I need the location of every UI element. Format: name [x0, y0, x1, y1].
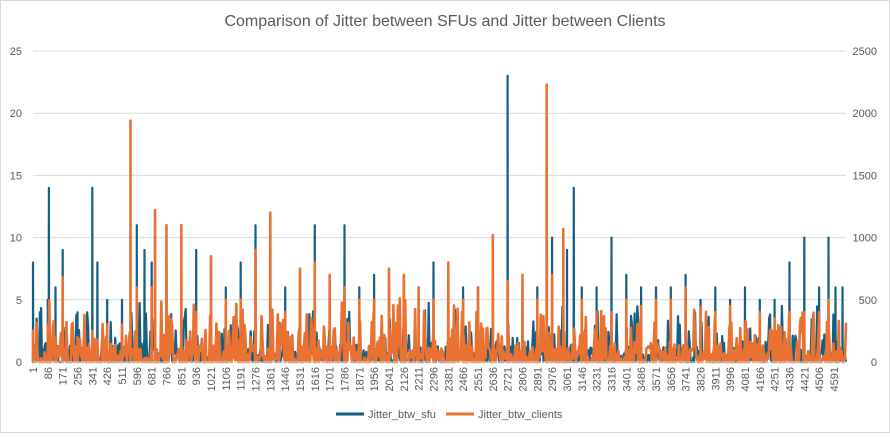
- x-tick-label: 2721: [503, 367, 515, 391]
- x-tick-label: 1: [28, 367, 40, 373]
- x-tick-label: 1531: [295, 367, 307, 391]
- x-tick-label: 1021: [206, 367, 218, 391]
- y-left-tick-label: 10: [10, 233, 22, 245]
- x-tick-label: 1446: [280, 367, 292, 391]
- x-tick-label: 2296: [428, 367, 440, 391]
- x-tick-label: 3401: [621, 367, 633, 391]
- x-tick-label: 4166: [755, 367, 767, 391]
- x-tick-label: 2551: [473, 367, 485, 391]
- x-tick-label: 171: [58, 367, 70, 385]
- x-tick-label: 851: [176, 367, 188, 385]
- x-tick-label: 1701: [325, 367, 337, 391]
- y-axis-right: 0 500 1000 1500 2000 2500: [853, 46, 877, 369]
- x-tick-label: 256: [72, 367, 84, 385]
- series-group: [31, 74, 848, 364]
- chart-title: Comparison of Jitter between SFUs and Ji…: [224, 13, 665, 30]
- x-tick-label: 4081: [740, 367, 752, 391]
- x-tick-label: 1786: [339, 367, 351, 391]
- x-tick-label: 2636: [488, 367, 500, 391]
- x-tick-label: 3486: [636, 367, 648, 391]
- x-tick-label: 3146: [577, 367, 589, 391]
- x-tick-label: 2466: [458, 367, 470, 391]
- x-tick-label: 2381: [443, 367, 455, 391]
- x-tick-label: 1956: [369, 367, 381, 391]
- x-tick-label: 426: [102, 367, 114, 385]
- x-tick-label: 2891: [532, 367, 544, 391]
- x-tick-label: 4591: [829, 367, 841, 391]
- y-axis-left: 0 5 10 15 20 25: [10, 46, 22, 369]
- y-left-tick-label: 20: [10, 108, 22, 120]
- x-tick-label: 2211: [414, 367, 426, 391]
- y-left-tick-label: 5: [16, 295, 22, 307]
- x-tick-label: 3656: [666, 367, 678, 391]
- x-tick-label: 1361: [265, 367, 277, 391]
- x-tick-label: 596: [132, 367, 144, 385]
- x-axis: 1 86 171 256 341 426 511 596 681 766 851 936 1021 110…: [28, 367, 841, 391]
- x-tick-label: 1106: [221, 367, 233, 391]
- x-tick-label: 4251: [770, 367, 782, 391]
- x-tick-label: 1871: [354, 367, 366, 391]
- y-right-tick-label: 1500: [853, 170, 877, 182]
- x-tick-label: 3571: [651, 367, 663, 391]
- y-right-tick-label: 1000: [853, 233, 877, 245]
- x-tick-label: 3911: [710, 367, 722, 391]
- x-tick-label: 3996: [725, 367, 737, 391]
- y-left-tick-label: 25: [10, 46, 22, 58]
- x-tick-label: 511: [117, 367, 129, 385]
- x-tick-label: 3231: [592, 367, 604, 391]
- x-tick-label: 1191: [236, 367, 248, 391]
- x-tick-label: 2041: [384, 367, 396, 391]
- x-tick-label: 936: [191, 367, 203, 385]
- y-left-tick-label: 0: [16, 357, 22, 369]
- y-right-tick-label: 0: [871, 357, 877, 369]
- x-tick-label: 766: [161, 367, 173, 385]
- x-tick-label: 3061: [562, 367, 574, 391]
- x-tick-label: 2806: [517, 367, 529, 391]
- x-tick-label: 2976: [547, 367, 559, 391]
- legend-label: Jitter_btw_sfu: [368, 409, 436, 421]
- gridlines: [33, 50, 846, 301]
- series-line-jitter-btw-clients: [31, 83, 848, 364]
- x-tick-label: 681: [147, 367, 159, 385]
- x-tick-label: 3316: [606, 367, 618, 391]
- x-tick-label: 2126: [399, 367, 411, 391]
- x-tick-label: 4336: [784, 367, 796, 391]
- x-tick-label: 341: [87, 367, 99, 385]
- x-tick-label: 86: [43, 367, 55, 379]
- x-tick-label: 1616: [310, 367, 322, 391]
- x-tick-label: 4506: [814, 367, 826, 391]
- x-tick-label: 3741: [681, 367, 693, 391]
- y-right-tick-label: 2500: [853, 46, 877, 58]
- x-tick-label: 3826: [695, 367, 707, 391]
- y-left-tick-label: 15: [10, 170, 22, 182]
- legend-label: Jitter_btw_clients: [478, 409, 563, 421]
- y-right-tick-label: 2000: [853, 108, 877, 120]
- legend: Jitter_btw_sfu Jitter_btw_clients: [336, 409, 563, 421]
- x-tick-label: 4421: [799, 367, 811, 391]
- x-tick-label: 1276: [250, 367, 262, 391]
- y-right-tick-label: 500: [859, 295, 877, 307]
